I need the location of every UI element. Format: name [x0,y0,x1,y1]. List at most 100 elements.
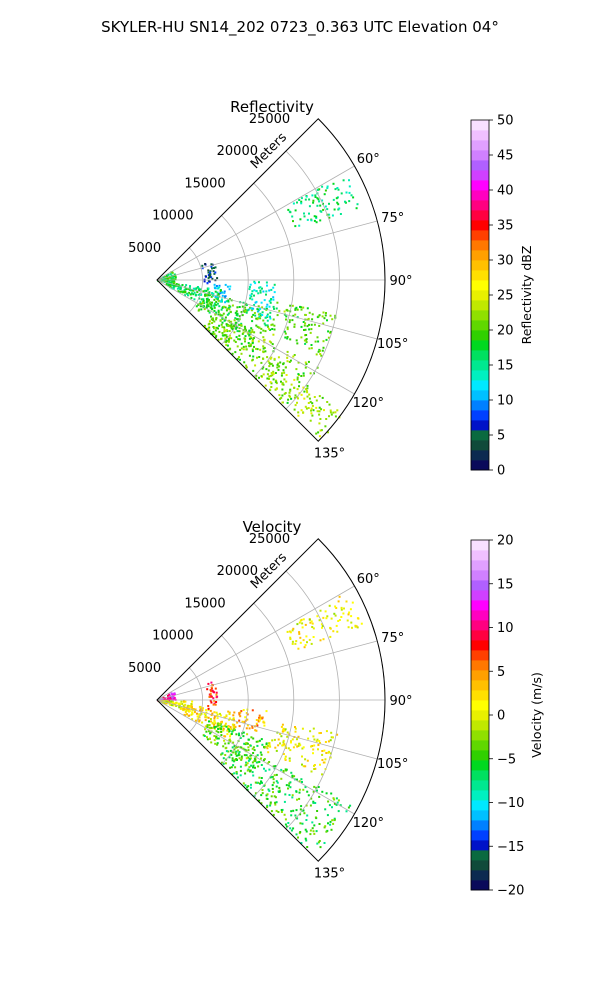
echo-gate [345,810,348,813]
echo-gate [252,746,255,749]
echo-gate [218,330,221,333]
echo-gate [306,218,309,221]
echo-gate [291,319,294,322]
echo-gate [218,284,221,287]
echo-gate [285,315,288,318]
echo-gate [284,336,287,339]
echo-gate [260,301,263,304]
echo-gate [167,701,170,703]
echo-gate [230,337,233,340]
colorbar-tick-label: 10 [497,394,514,409]
echo-gate [184,703,187,706]
echo-gate [292,809,295,812]
echo-gate [337,600,340,603]
echo-gate [329,330,332,333]
echo-gate [193,291,196,294]
echo-gate [211,712,214,715]
echo-gate [250,754,253,757]
colorbar-swatch [471,260,489,271]
echo-gate [322,208,325,211]
echo-gate [220,721,223,724]
echo-gate [180,700,183,703]
echo-gate [240,755,243,758]
echo-gate [269,776,272,779]
echo-gate [308,393,311,396]
echo-gate [264,316,267,319]
echo-gate [348,191,351,194]
echo-gate [292,827,295,830]
echo-gate [325,830,328,833]
echo-gate [214,687,217,690]
echo-gate [206,725,209,728]
echo-gate [233,711,236,714]
echo-gate [259,317,262,320]
echo-gate [238,306,241,308]
echo-gate [321,185,324,188]
echo-gate [286,337,289,340]
echo-gate [354,625,357,628]
echo-gate [302,306,305,309]
echo-gate [297,745,300,747]
echo-gate [310,745,313,748]
echo-gate [312,748,315,751]
echo-gate [238,719,241,722]
echo-gate [266,747,269,750]
echo-gate [220,730,223,733]
echo-gate [239,774,242,777]
echo-gate [199,288,202,291]
echo-gate [215,301,218,303]
echo-gate [308,212,310,215]
echo-gate [240,710,243,713]
echo-gate [307,794,310,797]
echo-gate [263,322,266,325]
echo-gate [232,717,235,720]
echo-gate [285,768,288,771]
echo-gate [171,271,174,274]
echo-gate [219,319,222,322]
echo-gate [326,615,329,618]
echo-gate [318,410,321,413]
colorbar-tick-label: 5 [497,665,505,680]
echo-gate [274,388,277,391]
echo-gate [246,742,249,745]
echo-gate [208,280,211,283]
echo-gate [258,286,261,289]
echo-gate [228,739,231,742]
echo-gate [345,600,348,603]
echo-gate [289,389,292,392]
echo-gate [324,825,327,828]
echo-gate [215,311,218,314]
echo-gate [192,293,195,296]
echo-gate [287,787,289,790]
echo-gate [214,296,217,298]
echo-gate [175,283,178,285]
echo-gate [258,799,261,802]
echo-gate [276,301,279,304]
echo-gate [172,287,175,290]
echo-gate [312,199,315,202]
echo-gate [263,299,266,302]
echo-gate [210,741,213,744]
echo-gate [327,800,330,803]
echo-gate [213,283,216,286]
echo-gate [183,713,186,716]
echo-gate [265,290,268,293]
echo-gate [163,698,166,701]
echo-gate [296,738,298,741]
echo-gate [307,737,310,740]
echo-gate [212,331,215,333]
echo-gate [187,294,189,297]
echo-gate [306,318,309,321]
echo-gate [247,332,250,335]
echo-gate [211,333,214,335]
echo-gate [323,826,326,829]
echo-gate [284,366,287,369]
echo-gate [267,751,270,754]
echo-gate [285,318,287,321]
echo-gate [211,267,213,270]
echo-gate [232,741,235,744]
echo-gate [316,366,319,369]
echo-gate [302,374,305,377]
echo-gate [355,207,358,210]
echo-gate [257,340,260,343]
